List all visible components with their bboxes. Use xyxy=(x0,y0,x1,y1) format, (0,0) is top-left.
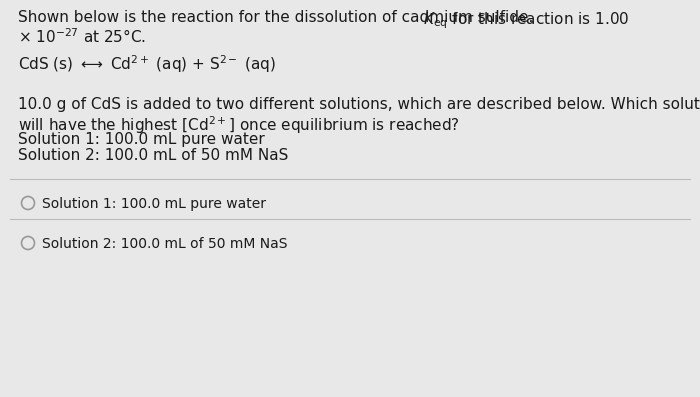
Text: Solution 1: 100.0 mL pure water: Solution 1: 100.0 mL pure water xyxy=(18,132,265,147)
Text: CdS (s) $\longleftrightarrow$ Cd$^{2+}$ (aq) + S$^{2-}$ (aq): CdS (s) $\longleftrightarrow$ Cd$^{2+}$ … xyxy=(18,53,276,75)
Text: Solution 2: 100.0 mL of 50 mM NaS: Solution 2: 100.0 mL of 50 mM NaS xyxy=(18,148,288,163)
Text: will have the highest [Cd$^{2+}$] once equilibrium is reached?: will have the highest [Cd$^{2+}$] once e… xyxy=(18,114,460,136)
Text: $\times$ 10$^{-27}$ at 25°C.: $\times$ 10$^{-27}$ at 25°C. xyxy=(18,27,146,46)
Text: Shown below is the reaction for the dissolution of cadmium sulfide.: Shown below is the reaction for the diss… xyxy=(18,10,538,25)
Text: $K_{\mathregular{eq}}$ for this reaction is 1.00: $K_{\mathregular{eq}}$ for this reaction… xyxy=(423,10,629,31)
Text: 10.0 g of CdS is added to two different solutions, which are described below. Wh: 10.0 g of CdS is added to two different … xyxy=(18,97,700,112)
Text: Solution 2: 100.0 mL of 50 mM NaS: Solution 2: 100.0 mL of 50 mM NaS xyxy=(42,237,288,251)
Text: Solution 1: 100.0 mL pure water: Solution 1: 100.0 mL pure water xyxy=(42,197,266,211)
